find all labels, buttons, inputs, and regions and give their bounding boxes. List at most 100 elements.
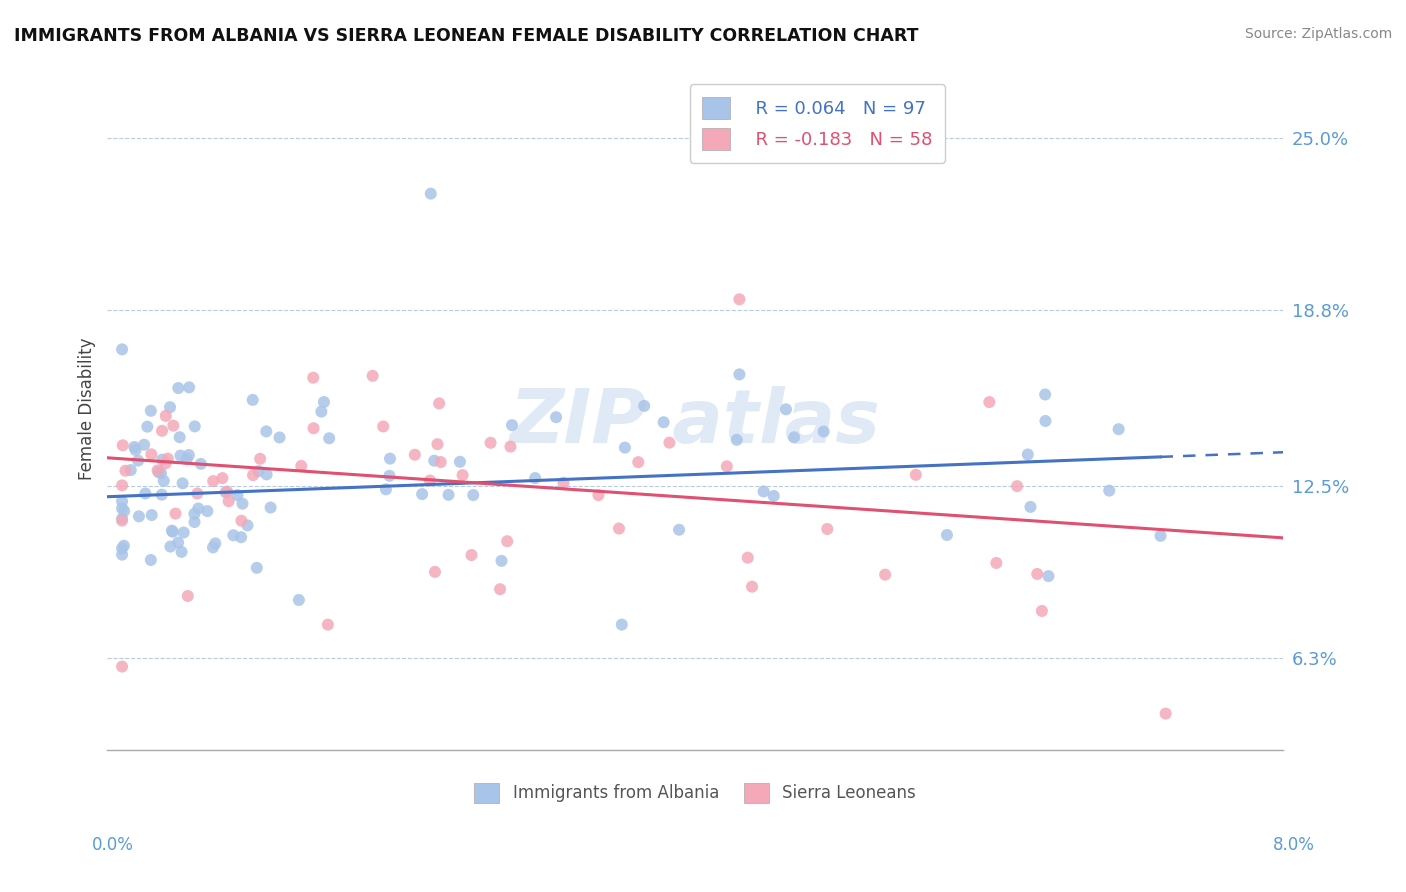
Point: [374, 483, 396, 497]
Point: [419, 474, 441, 488]
Point: [302, 421, 325, 435]
Point: [159, 401, 181, 415]
Point: [112, 504, 135, 518]
Point: [111, 514, 134, 528]
Point: [815, 522, 838, 536]
Point: [741, 580, 763, 594]
Point: [236, 518, 259, 533]
Point: [373, 419, 395, 434]
Point: [124, 440, 146, 454]
Point: [256, 467, 278, 482]
Point: [610, 617, 633, 632]
Point: [1031, 604, 1053, 618]
Point: [120, 463, 142, 477]
Point: [150, 488, 173, 502]
Point: [1005, 479, 1028, 493]
Point: [204, 536, 226, 550]
Point: [361, 368, 384, 383]
Point: [242, 468, 264, 483]
Point: [229, 530, 252, 544]
Point: [172, 476, 194, 491]
Point: [725, 433, 748, 447]
Text: Source: ZipAtlas.com: Source: ZipAtlas.com: [1244, 27, 1392, 41]
Legend: Immigrants from Albania, Sierra Leoneans: Immigrants from Albania, Sierra Leoneans: [468, 776, 922, 810]
Point: [460, 548, 482, 562]
Point: [986, 556, 1008, 570]
Point: [217, 484, 239, 499]
Point: [1038, 569, 1060, 583]
Point: [312, 395, 335, 409]
Point: [111, 438, 134, 452]
Point: [423, 565, 446, 579]
Point: [311, 404, 333, 418]
Point: [936, 528, 959, 542]
Point: [156, 451, 179, 466]
Point: [167, 535, 190, 549]
Point: [762, 489, 785, 503]
Point: [716, 459, 738, 474]
Y-axis label: Female Disability: Female Disability: [79, 338, 96, 481]
Point: [134, 438, 156, 452]
Point: [190, 457, 212, 471]
Point: [875, 567, 897, 582]
Point: [449, 455, 471, 469]
Point: [177, 448, 200, 462]
Point: [588, 488, 610, 502]
Point: [155, 456, 177, 470]
Point: [111, 343, 134, 357]
Point: [170, 545, 193, 559]
Point: [187, 501, 209, 516]
Point: [1154, 706, 1177, 721]
Point: [231, 497, 253, 511]
Point: [411, 487, 433, 501]
Point: [737, 550, 759, 565]
Point: [179, 380, 201, 394]
Point: [728, 293, 751, 307]
Point: [246, 561, 269, 575]
Point: [378, 451, 401, 466]
Point: [1149, 529, 1171, 543]
Point: [775, 402, 797, 417]
Point: [496, 534, 519, 549]
Point: [211, 471, 233, 485]
Point: [111, 478, 134, 492]
Point: [160, 524, 183, 538]
Point: [124, 442, 146, 457]
Point: [111, 659, 134, 673]
Point: [979, 395, 1001, 409]
Point: [419, 186, 441, 201]
Point: [165, 507, 187, 521]
Point: [247, 464, 270, 478]
Point: [479, 435, 502, 450]
Point: [176, 452, 198, 467]
Point: [242, 392, 264, 407]
Point: [904, 467, 927, 482]
Point: [668, 523, 690, 537]
Point: [202, 474, 225, 488]
Point: [728, 368, 751, 382]
Point: [173, 525, 195, 540]
Point: [183, 507, 205, 521]
Point: [1017, 448, 1039, 462]
Point: [152, 474, 174, 488]
Point: [752, 484, 775, 499]
Point: [783, 430, 806, 444]
Point: [149, 466, 172, 480]
Point: [658, 435, 681, 450]
Point: [607, 522, 630, 536]
Point: [183, 515, 205, 529]
Point: [141, 508, 163, 522]
Point: [167, 381, 190, 395]
Point: [114, 464, 136, 478]
Point: [501, 418, 523, 433]
Text: 0.0%: 0.0%: [91, 836, 134, 854]
Point: [148, 465, 170, 479]
Point: [136, 419, 159, 434]
Point: [499, 440, 522, 454]
Point: [318, 431, 340, 445]
Point: [524, 471, 547, 485]
Point: [111, 541, 134, 556]
Point: [186, 486, 208, 500]
Point: [111, 501, 134, 516]
Point: [1019, 500, 1042, 514]
